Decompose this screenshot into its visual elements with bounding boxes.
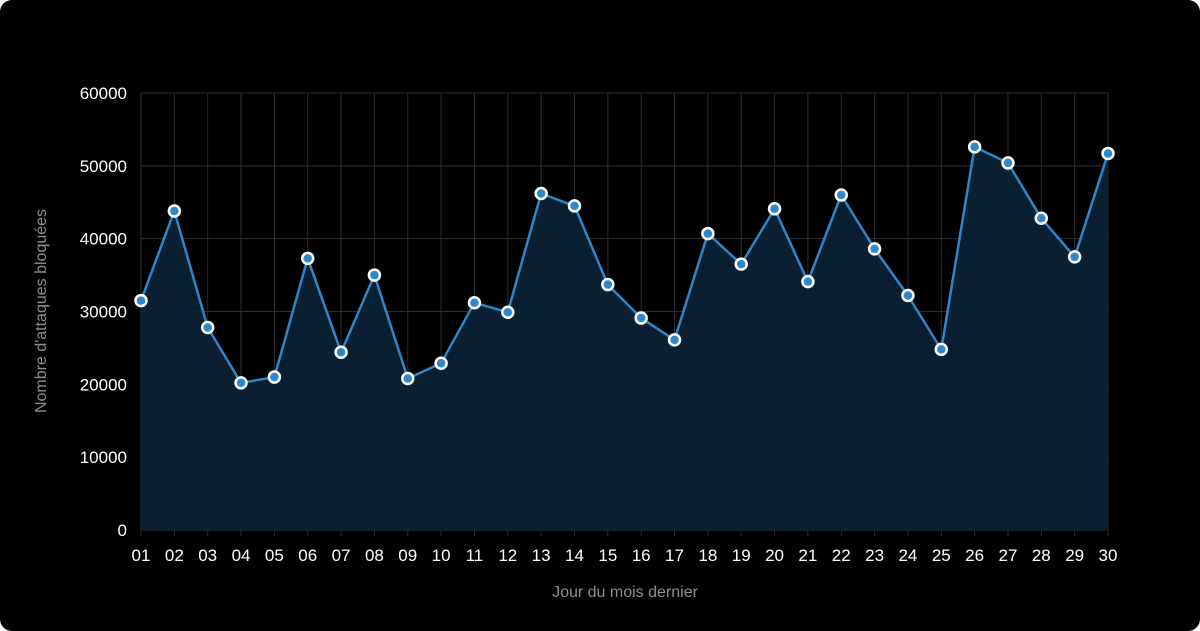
x-tick-label: 14 bbox=[565, 546, 584, 565]
x-tick-label: 01 bbox=[132, 546, 151, 565]
data-point[interactable] bbox=[601, 277, 615, 292]
data-point[interactable] bbox=[567, 199, 582, 213]
data-point[interactable] bbox=[1067, 250, 1082, 264]
x-axis-title: Jour du mois dernier bbox=[552, 584, 699, 601]
data-point[interactable] bbox=[134, 293, 148, 308]
y-tick-label: 40000 bbox=[80, 230, 127, 249]
data-point[interactable] bbox=[667, 333, 682, 347]
y-axis-title: Nombre d'attaques bloquées bbox=[33, 209, 50, 413]
data-point[interactable] bbox=[534, 186, 548, 201]
data-point[interactable] bbox=[1101, 146, 1115, 161]
x-tick-label: 03 bbox=[198, 546, 217, 565]
x-tick-label: 27 bbox=[999, 546, 1018, 565]
data-point[interactable] bbox=[734, 257, 748, 271]
x-tick-label: 10 bbox=[432, 546, 451, 565]
x-tick-label: 11 bbox=[466, 546, 484, 565]
x-tick-label: 07 bbox=[332, 546, 351, 565]
data-point[interactable] bbox=[967, 140, 982, 154]
x-tick-label: 04 bbox=[232, 546, 251, 565]
x-tick-label: 16 bbox=[632, 546, 651, 565]
y-tick-label: 10000 bbox=[80, 448, 127, 467]
data-point[interactable] bbox=[801, 274, 815, 289]
y-tick-label: 50000 bbox=[80, 157, 127, 176]
x-axis-ticks: 01 02 03 04 05 06 07 08 09 10 11 12 13 14 15 16 17 18 19 20… bbox=[132, 546, 1118, 565]
x-tick-label: 05 bbox=[265, 546, 284, 565]
x-tick-label: 12 bbox=[498, 546, 517, 565]
x-tick-label: 23 bbox=[865, 546, 884, 565]
x-tick-label: 28 bbox=[1032, 546, 1051, 565]
data-point[interactable] bbox=[701, 226, 715, 241]
y-tick-label: 0 bbox=[118, 521, 127, 540]
x-tick-label: 29 bbox=[1065, 546, 1084, 565]
x-tick-label: 22 bbox=[832, 546, 851, 565]
x-tick-label: 21 bbox=[798, 546, 817, 565]
data-point[interactable] bbox=[401, 371, 415, 386]
x-tick-label: 26 bbox=[965, 546, 984, 565]
data-point[interactable] bbox=[367, 268, 382, 282]
data-point[interactable] bbox=[867, 242, 882, 256]
data-point[interactable] bbox=[467, 296, 482, 310]
data-point[interactable] bbox=[167, 204, 182, 218]
x-tick-label: 02 bbox=[165, 546, 184, 565]
x-tick-label: 24 bbox=[898, 546, 917, 565]
x-tick-label: 09 bbox=[398, 546, 417, 565]
data-point[interactable] bbox=[300, 251, 315, 266]
series-area bbox=[141, 146, 1108, 530]
data-point[interactable] bbox=[501, 305, 515, 319]
series-line bbox=[139, 145, 1110, 385]
data-point[interactable] bbox=[901, 288, 915, 303]
data-point[interactable] bbox=[1034, 211, 1049, 226]
y-tick-label: 60000 bbox=[80, 84, 127, 103]
x-tick-label: 06 bbox=[298, 546, 317, 565]
x-tick-label: 15 bbox=[598, 546, 617, 565]
data-point[interactable] bbox=[334, 345, 348, 360]
x-tick-label: 18 bbox=[698, 546, 717, 565]
x-tick-label: 25 bbox=[932, 546, 951, 565]
x-tick-label: 30 bbox=[1099, 546, 1118, 565]
data-points bbox=[134, 140, 1115, 390]
data-point[interactable] bbox=[767, 202, 782, 216]
y-tick-label: 30000 bbox=[80, 303, 127, 322]
data-point[interactable] bbox=[434, 356, 448, 370]
data-point[interactable] bbox=[1001, 156, 1015, 170]
data-point[interactable] bbox=[834, 188, 848, 202]
x-tick-label: 20 bbox=[765, 546, 784, 565]
x-tick-label: 17 bbox=[665, 546, 684, 565]
y-axis-ticks: 0 10000 20000 30000 40000 50000 60000 bbox=[80, 84, 127, 540]
data-point[interactable] bbox=[634, 311, 648, 325]
data-point[interactable] bbox=[934, 342, 949, 357]
x-tick-label: 19 bbox=[732, 546, 751, 565]
data-point[interactable] bbox=[267, 370, 282, 384]
data-point[interactable] bbox=[234, 376, 248, 390]
x-tick-label: 13 bbox=[532, 546, 551, 565]
x-tick-label: 08 bbox=[365, 546, 384, 565]
data-point[interactable] bbox=[200, 320, 215, 335]
y-tick-label: 20000 bbox=[80, 375, 127, 394]
